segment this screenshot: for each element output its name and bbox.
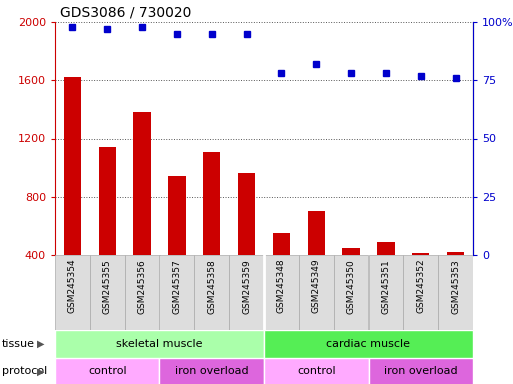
Bar: [55, 358, 160, 384]
Text: cardiac muscle: cardiac muscle: [326, 339, 410, 349]
Bar: [238, 174, 255, 255]
Text: GSM245356: GSM245356: [137, 259, 147, 313]
Bar: [229, 255, 264, 330]
Text: GSM245355: GSM245355: [103, 259, 112, 313]
Bar: [368, 358, 473, 384]
Bar: [90, 255, 125, 330]
Bar: [438, 255, 473, 330]
Bar: [125, 255, 160, 330]
Bar: [203, 152, 221, 255]
Text: GDS3086 / 730020: GDS3086 / 730020: [60, 5, 191, 19]
Bar: [273, 233, 290, 255]
Bar: [55, 330, 264, 358]
Bar: [412, 253, 429, 255]
Text: ▶: ▶: [37, 366, 45, 376]
Text: GSM245358: GSM245358: [207, 259, 216, 313]
Bar: [168, 176, 186, 255]
Text: GSM245357: GSM245357: [172, 259, 182, 313]
Bar: [342, 248, 360, 255]
Bar: [447, 252, 464, 255]
Bar: [377, 242, 394, 255]
Bar: [133, 112, 151, 255]
Bar: [55, 255, 90, 330]
Text: GSM245352: GSM245352: [416, 259, 425, 313]
Text: GSM245353: GSM245353: [451, 259, 460, 313]
Text: GSM245354: GSM245354: [68, 259, 77, 313]
Bar: [160, 255, 194, 330]
Text: GSM245348: GSM245348: [277, 259, 286, 313]
Text: GSM245351: GSM245351: [382, 259, 390, 313]
Bar: [264, 358, 368, 384]
Text: GSM245350: GSM245350: [347, 259, 356, 313]
Bar: [368, 255, 403, 330]
Text: GSM245359: GSM245359: [242, 259, 251, 313]
Text: GSM245349: GSM245349: [312, 259, 321, 313]
Text: iron overload: iron overload: [384, 366, 458, 376]
Bar: [403, 255, 438, 330]
Bar: [307, 211, 325, 255]
Text: tissue: tissue: [2, 339, 35, 349]
Text: control: control: [88, 366, 127, 376]
Bar: [160, 358, 264, 384]
Bar: [98, 147, 116, 255]
Bar: [333, 255, 368, 330]
Bar: [264, 255, 299, 330]
Bar: [264, 330, 473, 358]
Text: ▶: ▶: [37, 339, 45, 349]
Bar: [64, 77, 81, 255]
Text: skeletal muscle: skeletal muscle: [116, 339, 203, 349]
Text: iron overload: iron overload: [175, 366, 249, 376]
Text: protocol: protocol: [2, 366, 47, 376]
Bar: [194, 255, 229, 330]
Bar: [299, 255, 333, 330]
Text: control: control: [297, 366, 336, 376]
